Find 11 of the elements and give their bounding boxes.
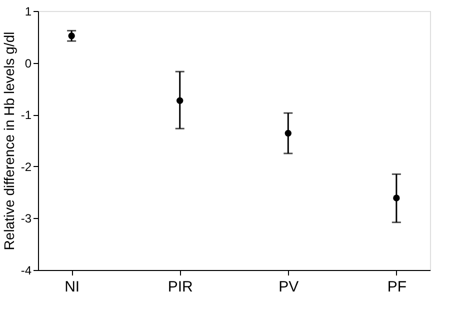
y-tick-label: 1 bbox=[24, 4, 32, 18]
y-axis-title: Relative difference in Hb levels g/dl bbox=[0, 32, 17, 250]
y-tick-label: 0 bbox=[24, 56, 32, 70]
y-tick-label: -4 bbox=[20, 264, 32, 278]
x-tick-label: PIR bbox=[168, 278, 194, 296]
y-tick-label: -1 bbox=[20, 108, 32, 122]
y-tick-label: -2 bbox=[20, 160, 32, 174]
x-tick-label: NI bbox=[64, 278, 80, 296]
x-tick-label: PV bbox=[278, 278, 299, 296]
y-tick-label: -3 bbox=[20, 212, 32, 226]
x-tick-label: PF bbox=[387, 278, 407, 296]
